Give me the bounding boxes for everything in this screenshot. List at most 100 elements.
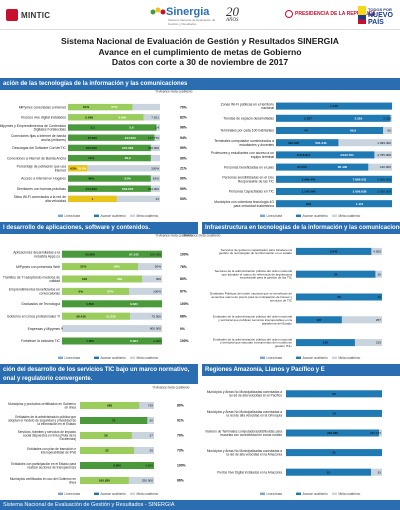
legend-swatch (296, 214, 301, 217)
section-header-regiones: Regiones Amazonía, Llanos y Pacífico y E (202, 364, 400, 376)
legend-label: Meta cuatrienio (137, 492, 159, 496)
footer: Sistema Nacional de Evaluación de Gestió… (0, 500, 400, 510)
chart-row: MiPymes con presencia Web 21% 38% 50% 76% (16, 263, 187, 271)
chart-row: Entidades con participación en el Estado… (11, 462, 186, 470)
row-label: la red de alta velocidad en el Pacífico (229, 394, 282, 398)
legend-label: Línea base (65, 492, 81, 496)
anniversary-number: 20 (226, 4, 239, 19)
meta-label: 3,4 (155, 126, 160, 130)
chart-row: MiPymes conectadas a internet 61% 67% 70% (19, 103, 187, 111)
row-label: y territorial que publican servicios int… (218, 318, 292, 322)
avance-bar (68, 124, 157, 131)
value-label: 38.416 (76, 314, 86, 318)
value-label: 5.548 (85, 115, 93, 119)
legend-label: Línea base (267, 356, 283, 360)
row-label: Servicios, trámites y servicios de impac… (18, 430, 77, 434)
mintic-mark-icon (6, 9, 18, 21)
chart-c1-group: % Avance meta cuatrienio MiPymes conectad… (0, 90, 193, 219)
meta-label: 3.500 (145, 464, 153, 468)
legend-swatch (58, 492, 63, 495)
row-label: convocatorias (39, 291, 60, 295)
value-label: 28 (337, 295, 341, 299)
meta-label: 37 (150, 434, 154, 438)
meta-label: 504.000 (148, 187, 159, 191)
row-label: y territorial que ejecutan instrumentos … (220, 341, 292, 345)
legend-swatch (296, 356, 301, 359)
value-label: 75.000 (87, 136, 97, 140)
chart-row: Entidades con plan de transición eintero… (27, 447, 184, 455)
value-label: 24 (334, 272, 338, 276)
chart-row: Número de Terminales computadorasdistrib… (206, 429, 382, 437)
row-label: alta velocidad (45, 199, 66, 203)
row-label: Gobierno en Línea profesionales TI (7, 314, 60, 318)
pct-label: 53% (180, 197, 187, 201)
avance-bar (68, 144, 151, 152)
legend-label: Avance cuatrienio (101, 492, 127, 496)
chart-row: Conexiones a Internet de Banda Ancha 19,9… (7, 154, 187, 162)
avance-bar (296, 339, 355, 347)
legend-label: Línea base (65, 356, 81, 360)
meta-label: 30 (150, 449, 154, 453)
row-label: acuerdos marco de precio para la contrat… (212, 295, 293, 299)
row-label: nacional (261, 106, 274, 110)
row-label: interoperabilidad de IPv6 (41, 450, 76, 454)
chart-panel-4: % Avance meta cuatrienio Servicios de gob… (184, 234, 400, 362)
value-label: 1.000 (86, 339, 94, 343)
section-header-aplicaciones: l desarrollo de aplicaciones, software y… (0, 222, 198, 234)
sinergia-drops-icon (150, 7, 166, 15)
row-label: ancha (millones) (41, 138, 66, 142)
chart-row: Entidades de la administración pública d… (213, 337, 382, 348)
pct-label: 90% (180, 146, 187, 150)
value-label: 19,9 (88, 156, 94, 160)
row-label: Número de Terminales computadorasdistrib… (206, 429, 283, 433)
meta-label: 219 (376, 341, 381, 345)
chart-panel-5: % Avance meta cuatrienio Municipios y pro… (0, 386, 198, 498)
chart-row: Kioscos vive digital instalados 5.548 6.99… (21, 114, 187, 121)
chart-row: Graduados de Tecnología 1.500 9.031 100% (21, 300, 189, 308)
presidencia-text: PRESIDENCIA DE LA REPÚBLICA (295, 11, 376, 17)
meta-label: 100.000 (150, 252, 161, 256)
row-label: Sectores de la administración pública de… (215, 269, 293, 273)
value-label: 266 (117, 277, 122, 281)
value-label: 165.830 (99, 479, 110, 483)
meta-label: 75.000 (152, 314, 162, 318)
row-label: Municipios y Áreas No Municipalizadas co… (207, 390, 282, 394)
pct-label: 90% (180, 187, 187, 191)
meta-label: 66 (388, 129, 392, 133)
value-label: 73 (112, 419, 116, 423)
meta-label: 100% (151, 166, 159, 170)
row-label: realizar acciones de transparencia (27, 465, 76, 469)
meta-bar (68, 165, 160, 172)
row-label: industria Apps.co (34, 254, 60, 258)
legend-label: Línea base (65, 214, 81, 218)
chart-2: Zonas Wi-Fi públicas en el territorionac… (211, 102, 392, 218)
sinergia-logo: Sinergia Sistema Nacional de Evaluación … (150, 4, 222, 26)
value-label: 7.869.031 (353, 177, 367, 181)
row-label: Empresas y Mipymes (28, 327, 61, 331)
meta-label: 739 (148, 404, 153, 408)
chart-row: Entidades de la administración pública q… (8, 415, 184, 426)
legend-swatch (332, 214, 337, 217)
pct-label: 90% (180, 177, 187, 181)
value-label: 52 (332, 392, 336, 396)
chart-panel-3: % Avance meta cuatrienio Aplicaciones des… (0, 234, 198, 362)
chart-6: Municipios y Áreas No Municipalizadas co… (206, 390, 382, 496)
chart-row: Personas Capacitadas en TIC 1.145.066 2.65… (229, 188, 392, 195)
legend-swatch (58, 356, 63, 359)
chart-row: Acceso a Internet en Hogares 46% 61% 63% 90% (21, 175, 187, 182)
value-label: 1.111 (356, 202, 364, 206)
chart-c3-group: % Avance meta cuatrienio Aplicaciones des… (3, 234, 193, 361)
value-label: 0 (61, 327, 63, 331)
mintic-logo-text: MINTIC (21, 10, 51, 20)
value-label: 580 (107, 404, 112, 408)
avance-bar (80, 462, 154, 469)
row-label: Personas sensibilizadas en el Uso (222, 176, 274, 180)
pct-header: % Avance meta cuatrienio (184, 234, 221, 238)
row-label: Aplicaciones desarrolladas a la (13, 251, 60, 255)
avance-bar (276, 102, 392, 110)
legend-label: Línea base (267, 214, 283, 218)
legend-swatch (94, 214, 99, 217)
chart-legend: Línea base Avance cuatrienio Meta cuatrien… (58, 356, 159, 360)
pct-label: 96% (180, 126, 187, 130)
value-label: 14 (332, 412, 336, 416)
